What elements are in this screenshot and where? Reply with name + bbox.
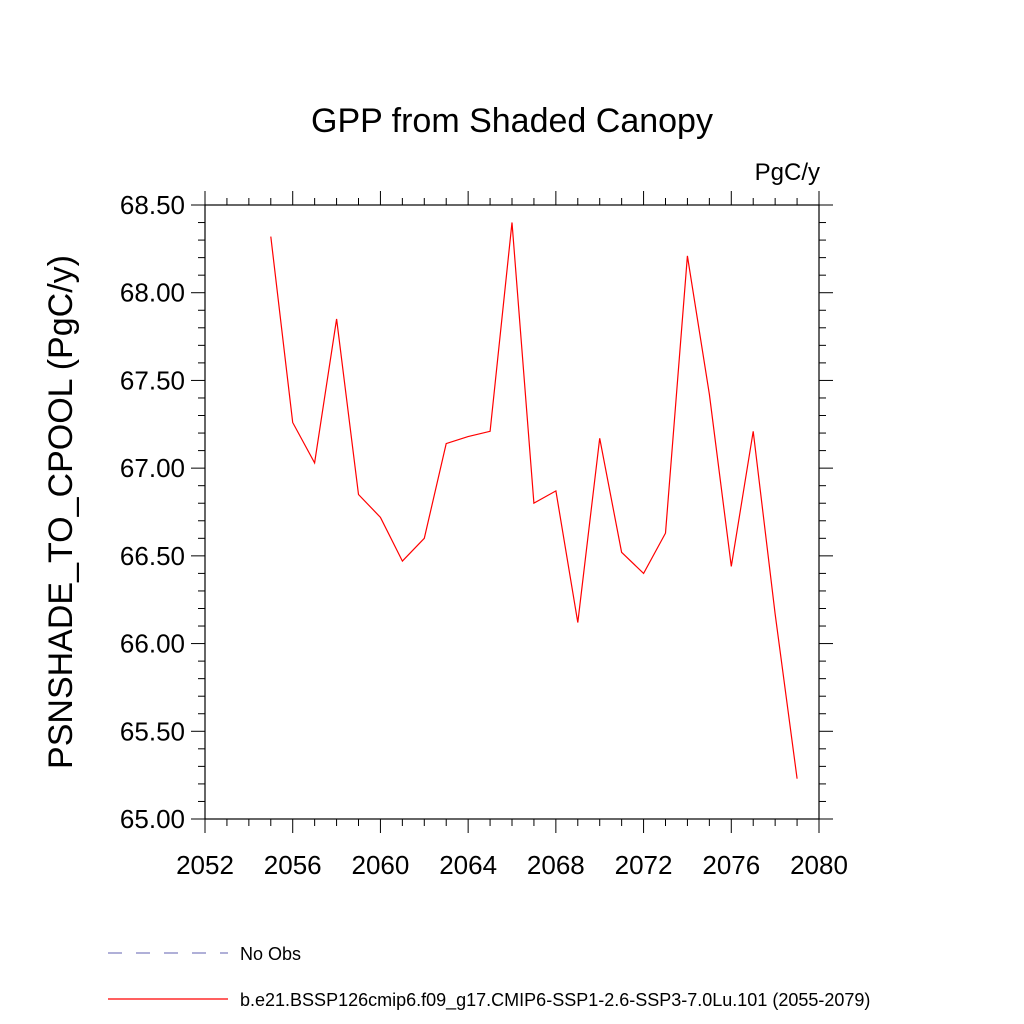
legend-label-0: No Obs bbox=[240, 944, 301, 964]
y-tick-label: 65.00 bbox=[120, 804, 185, 834]
series-line-0 bbox=[270, 222, 798, 779]
series-layer bbox=[270, 222, 798, 779]
x-tick-label: 2076 bbox=[702, 850, 760, 880]
legend-label-1: b.e21.BSSP126cmip6.f09_g17.CMIP6-SSP1-2.… bbox=[240, 990, 870, 1011]
y-tick-label: 66.50 bbox=[120, 541, 185, 571]
y-axis-label: PSNSHADE_TO_CPOOL (PgC/y) bbox=[42, 255, 80, 769]
y-tick-label: 65.50 bbox=[120, 716, 185, 746]
plot-frame bbox=[204, 204, 820, 820]
y-tick-label: 67.50 bbox=[120, 365, 185, 395]
axis-ticks bbox=[191, 191, 833, 833]
x-tick-label: 2072 bbox=[615, 850, 673, 880]
x-tick-label: 2080 bbox=[790, 850, 848, 880]
y-tick-label: 68.00 bbox=[120, 278, 185, 308]
y-tick-label: 67.00 bbox=[120, 453, 185, 483]
x-tick-label: 2052 bbox=[176, 850, 234, 880]
y-tick-label: 68.50 bbox=[120, 190, 185, 220]
chart-title: GPP from Shaded Canopy bbox=[311, 102, 713, 140]
x-tick-label: 2060 bbox=[352, 850, 410, 880]
legend: No Obs b.e21.BSSP126cmip6.f09_g17.CMIP6-S… bbox=[108, 944, 870, 1011]
x-tick-label: 2068 bbox=[527, 850, 585, 880]
x-tick-label: 2064 bbox=[439, 850, 497, 880]
axis-tick-labels: 2052 2056 2060 2064 2068 2072 2076 2080 65.00 65.… bbox=[120, 190, 848, 880]
units-label: PgC/y bbox=[755, 159, 820, 186]
x-tick-label: 2056 bbox=[264, 850, 322, 880]
y-tick-label: 66.00 bbox=[120, 629, 185, 659]
